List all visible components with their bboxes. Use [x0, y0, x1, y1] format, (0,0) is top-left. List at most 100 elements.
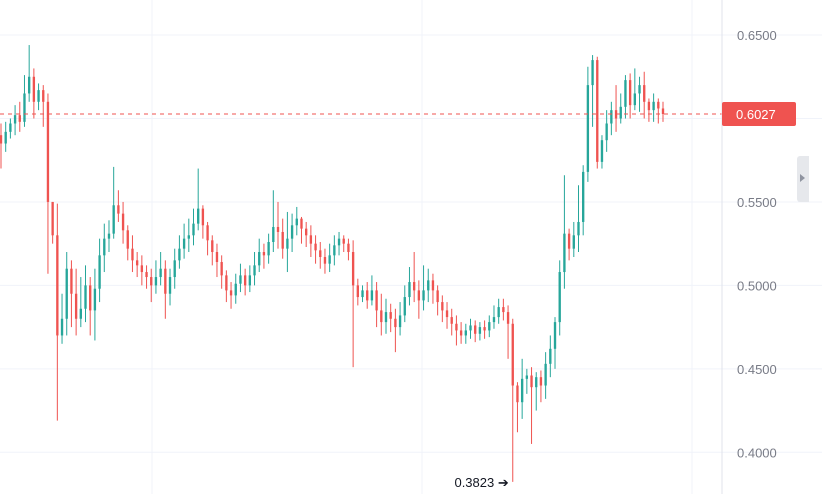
candle-body — [412, 282, 416, 291]
candle-body — [558, 272, 561, 323]
candle-body — [563, 233, 566, 273]
candle-body — [370, 290, 374, 301]
candle-body — [197, 208, 200, 224]
candle-body — [361, 290, 364, 298]
candle-body — [628, 80, 632, 106]
price-tick-label: 0.4500 — [737, 362, 777, 377]
last-price-label: 0.6027 — [736, 107, 776, 122]
candle-body — [154, 277, 158, 286]
candle-body — [192, 223, 195, 236]
candle-body — [27, 76, 31, 94]
candle-body — [539, 377, 543, 386]
candle-body — [450, 317, 453, 324]
candle-body — [267, 241, 270, 256]
candle-body — [530, 375, 533, 388]
candle-body — [140, 265, 144, 273]
candle-body — [135, 260, 139, 266]
candle-body — [225, 275, 228, 291]
candle-body — [417, 290, 421, 301]
candle-body — [70, 268, 73, 294]
candle-body — [380, 310, 383, 323]
candle-body — [206, 225, 209, 241]
candle-body — [201, 208, 205, 226]
candle-body — [469, 325, 472, 331]
candle-body — [121, 213, 125, 231]
candle-body — [323, 257, 327, 264]
candle-body — [93, 288, 97, 311]
candle-body — [248, 275, 252, 286]
candle-body — [375, 290, 378, 311]
candle-body — [483, 327, 486, 331]
price-tick-label: 0.5500 — [737, 195, 777, 210]
candle-body — [276, 226, 280, 232]
candle-body — [366, 290, 369, 301]
candle-body — [46, 101, 50, 202]
candle-body — [211, 240, 214, 253]
candle-body — [286, 238, 289, 249]
candle-body — [262, 252, 266, 256]
candle-body — [427, 280, 430, 291]
candle-body — [586, 85, 590, 172]
candle-body — [305, 228, 308, 236]
collapse-panel-handle[interactable] — [797, 156, 809, 202]
candle-body — [173, 260, 176, 278]
candle-body — [168, 277, 172, 294]
candle-body — [182, 238, 186, 249]
candle-body — [13, 115, 17, 124]
candle-body — [478, 327, 482, 334]
candle-body — [567, 233, 571, 249]
candle-body — [389, 312, 392, 319]
candle-body — [351, 252, 355, 286]
candle-body — [150, 277, 153, 286]
candle-body — [258, 252, 261, 266]
candle-body — [126, 230, 129, 249]
candle-body — [314, 243, 317, 251]
candle-body — [159, 268, 162, 278]
candle-body — [42, 90, 45, 102]
candle-body — [220, 262, 223, 276]
candle-body — [525, 375, 529, 379]
candle-body — [112, 205, 115, 234]
candle-body — [239, 275, 242, 284]
candle-body — [18, 115, 21, 122]
candle-body — [60, 318, 64, 336]
candle-body — [455, 323, 458, 331]
candle-body — [652, 101, 655, 111]
candle-body — [488, 322, 491, 331]
price-axis[interactable]: 0.6500 0.5500 0.5000 0.4500 0.4000 — [737, 28, 777, 460]
candle-body — [4, 131, 7, 144]
candle-body — [74, 293, 78, 319]
candle-body — [577, 221, 580, 236]
candle-body — [502, 307, 505, 313]
candlestick-series — [0, 45, 665, 482]
candle-body — [79, 308, 82, 319]
candle-body — [309, 235, 313, 244]
candle-body — [647, 101, 651, 111]
candle-body — [295, 218, 298, 226]
candle-body — [520, 378, 524, 403]
candle-body — [37, 90, 40, 102]
candle-body — [549, 348, 552, 364]
candle-body — [215, 252, 219, 263]
candle-body — [474, 325, 477, 334]
candle-body — [445, 310, 449, 318]
candle-body — [643, 85, 646, 102]
candle-body — [32, 76, 36, 102]
candle-body — [431, 280, 435, 291]
candle-body — [164, 268, 167, 294]
candle-body — [253, 265, 256, 276]
candle-body — [497, 307, 500, 318]
candle-body — [356, 285, 359, 298]
candle-body — [229, 290, 233, 296]
candle-body — [441, 302, 444, 311]
candle-body — [98, 255, 101, 289]
candle-body — [328, 255, 331, 264]
candle-body — [408, 282, 411, 298]
candle-body — [605, 123, 608, 141]
candle-body — [596, 60, 599, 162]
low-price-marker: 0.3823 ➔ — [454, 475, 508, 490]
last-price-badge: 0.6027 — [722, 101, 796, 126]
candle-body — [661, 108, 665, 114]
candle-body — [591, 60, 594, 86]
